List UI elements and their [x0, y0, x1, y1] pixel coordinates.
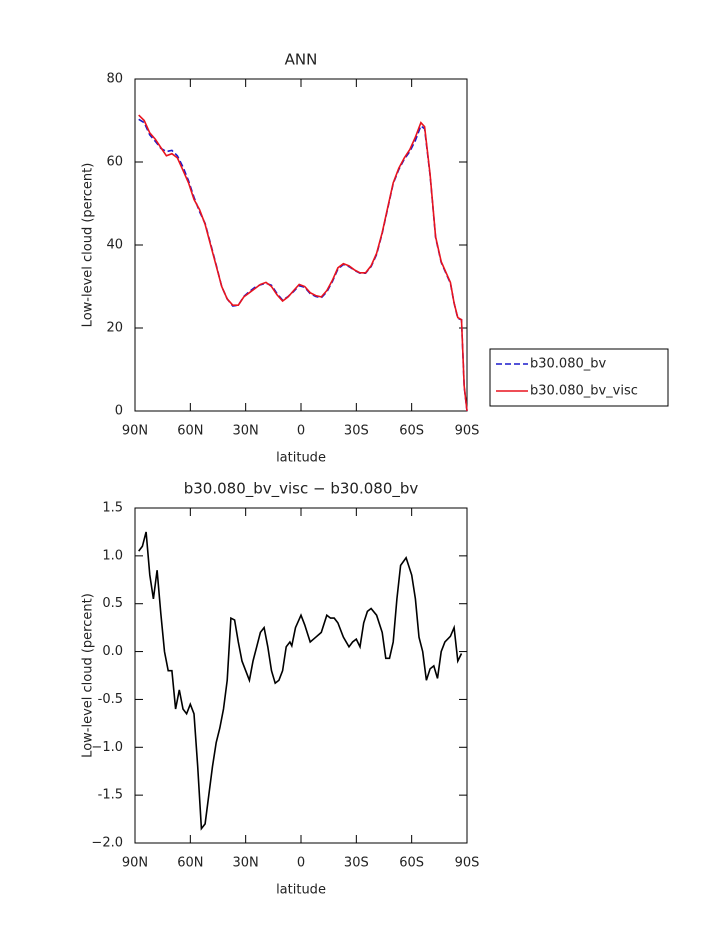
x-axis-label: latitude — [276, 451, 326, 466]
x-tick-label: 0 — [297, 856, 305, 871]
y-axis-label: Low-level cloud (percent) — [81, 593, 96, 758]
y-axis-label: Low-level cloud (percent) — [81, 163, 96, 328]
x-tick-label: 90S — [455, 856, 480, 871]
plot-frame — [134, 507, 468, 844]
x-tick-label: 30S — [344, 856, 369, 871]
chart-title: ANN — [285, 51, 318, 69]
y-tick-label: 0.5 — [102, 596, 123, 611]
y-tick-label: 1.5 — [102, 501, 123, 516]
chart-title: b30.080_bv_visc − b30.080_bv — [184, 480, 419, 499]
legend-box — [489, 348, 669, 407]
x-tick-label: 60N — [177, 424, 203, 439]
data-line — [138, 114, 468, 412]
x-tick-label: 90N — [122, 856, 148, 871]
y-tick-label: 40 — [106, 238, 123, 253]
legend-label: b30.080_bv — [530, 357, 606, 372]
data-line — [138, 118, 468, 412]
x-tick-label: 90N — [122, 424, 148, 439]
y-tick-label: -1.5 — [98, 788, 123, 803]
x-tick-label: 60N — [177, 856, 203, 871]
y-tick-label: 60 — [106, 155, 123, 170]
legend-label: b30.080_bv_visc — [530, 384, 638, 399]
x-tick-label: 60S — [399, 856, 424, 871]
y-tick-label: 1.0 — [102, 548, 123, 563]
x-tick-label: 30N — [233, 856, 259, 871]
x-tick-label: 30N — [233, 424, 259, 439]
y-tick-label: −1.0 — [91, 740, 123, 755]
y-tick-label: -0.5 — [98, 692, 123, 707]
y-tick-label: 20 — [106, 321, 123, 336]
y-tick-label: 80 — [106, 72, 123, 87]
y-tick-label: 0.0 — [102, 644, 123, 659]
y-tick-label: −2.0 — [91, 836, 123, 851]
x-tick-label: 90S — [455, 424, 480, 439]
y-tick-label: 0 — [115, 404, 123, 419]
plot-frame — [134, 78, 468, 412]
data-line — [138, 531, 463, 831]
x-tick-label: 0 — [297, 424, 305, 439]
x-tick-label: 30S — [344, 424, 369, 439]
x-axis-label: latitude — [276, 883, 326, 898]
x-tick-label: 60S — [399, 424, 424, 439]
